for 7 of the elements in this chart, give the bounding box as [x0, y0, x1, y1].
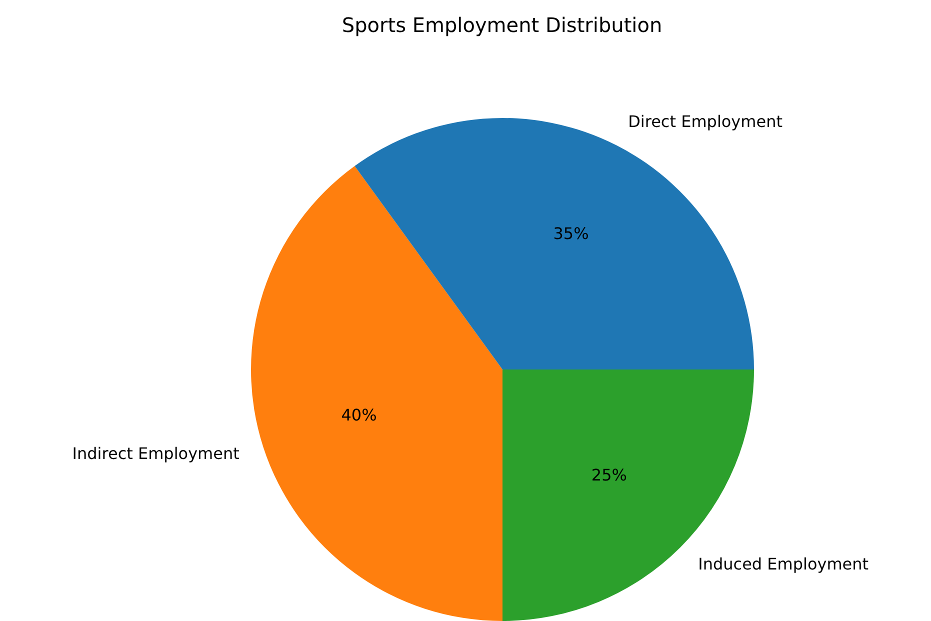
data-label: 25%	[591, 465, 627, 484]
data-label: 40%	[341, 405, 377, 424]
slice-label: Induced Employment	[698, 554, 869, 574]
chart-title: Sports Employment Distribution	[342, 13, 662, 38]
slice-label: Indirect Employment	[72, 444, 240, 464]
data-label: 35%	[553, 224, 589, 244]
slice-label: Direct Employment	[628, 112, 782, 132]
